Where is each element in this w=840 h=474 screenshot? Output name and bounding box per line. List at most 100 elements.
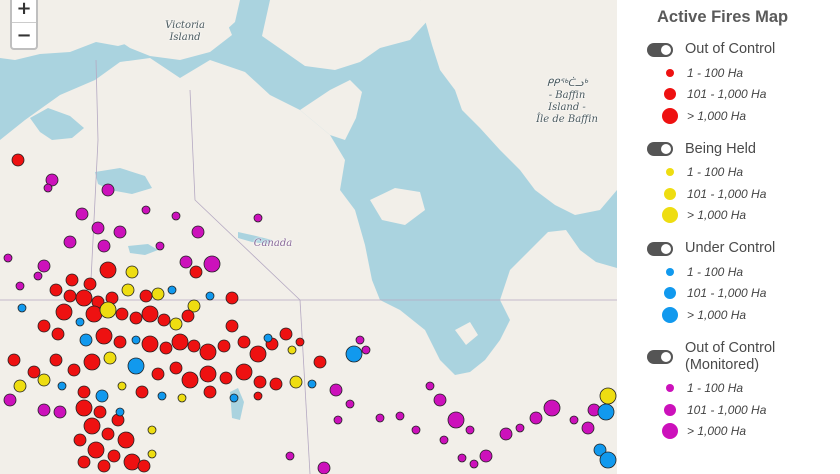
fire-marker[interactable] bbox=[249, 345, 267, 363]
fire-marker[interactable] bbox=[529, 411, 543, 425]
fire-marker[interactable] bbox=[179, 255, 193, 269]
fire-marker[interactable] bbox=[17, 303, 27, 313]
fire-marker[interactable] bbox=[285, 451, 295, 461]
fire-marker[interactable] bbox=[253, 213, 263, 223]
fire-marker[interactable] bbox=[289, 375, 303, 389]
fire-marker[interactable] bbox=[199, 365, 217, 383]
fire-marker[interactable] bbox=[7, 353, 21, 367]
fire-marker[interactable] bbox=[355, 335, 365, 345]
fire-marker[interactable] bbox=[157, 391, 167, 401]
fire-marker[interactable] bbox=[95, 327, 113, 345]
fire-marker[interactable] bbox=[75, 207, 89, 221]
fire-marker[interactable] bbox=[113, 335, 127, 349]
fire-marker[interactable] bbox=[279, 327, 293, 341]
fire-marker[interactable] bbox=[599, 387, 617, 405]
fire-marker[interactable] bbox=[345, 345, 363, 363]
fire-marker[interactable] bbox=[49, 283, 63, 297]
fire-marker[interactable] bbox=[141, 335, 159, 353]
fire-marker[interactable] bbox=[43, 183, 53, 193]
fire-marker[interactable] bbox=[307, 379, 317, 389]
fire-marker[interactable] bbox=[191, 225, 205, 239]
fire-marker[interactable] bbox=[37, 403, 51, 417]
fire-marker[interactable] bbox=[219, 371, 233, 385]
fire-marker[interactable] bbox=[203, 255, 221, 273]
fire-marker[interactable] bbox=[287, 345, 297, 355]
fire-marker[interactable] bbox=[63, 235, 77, 249]
fire-marker[interactable] bbox=[205, 291, 215, 301]
fire-marker[interactable] bbox=[75, 399, 93, 417]
zoom-in-button[interactable]: + bbox=[16, 0, 32, 20]
fire-marker[interactable] bbox=[37, 259, 51, 273]
fire-marker[interactable] bbox=[159, 341, 173, 355]
fire-marker[interactable] bbox=[543, 399, 561, 417]
fire-marker[interactable] bbox=[253, 391, 263, 401]
fire-marker[interactable] bbox=[225, 319, 239, 333]
fire-marker[interactable] bbox=[15, 281, 25, 291]
fire-marker[interactable] bbox=[101, 183, 115, 197]
fire-marker[interactable] bbox=[97, 239, 111, 253]
fire-marker[interactable] bbox=[101, 427, 115, 441]
fire-marker[interactable] bbox=[63, 289, 77, 303]
fire-marker[interactable] bbox=[65, 273, 79, 287]
fire-marker[interactable] bbox=[129, 311, 143, 325]
fire-marker[interactable] bbox=[237, 335, 251, 349]
fire-marker[interactable] bbox=[569, 415, 579, 425]
fire-marker[interactable] bbox=[75, 289, 93, 307]
fire-marker[interactable] bbox=[317, 461, 331, 474]
fire-marker[interactable] bbox=[79, 333, 93, 347]
fire-marker[interactable] bbox=[465, 425, 475, 435]
fire-marker[interactable] bbox=[345, 399, 355, 409]
fire-marker[interactable] bbox=[131, 335, 141, 345]
fire-marker[interactable] bbox=[479, 449, 493, 463]
fire-marker[interactable] bbox=[217, 339, 231, 353]
fire-marker[interactable] bbox=[67, 363, 81, 377]
fire-marker[interactable] bbox=[411, 425, 421, 435]
fire-marker[interactable] bbox=[599, 451, 617, 469]
fire-marker[interactable] bbox=[313, 355, 327, 369]
fire-marker[interactable] bbox=[99, 301, 117, 319]
fire-marker[interactable] bbox=[203, 385, 217, 399]
fire-marker[interactable] bbox=[117, 381, 127, 391]
fire-marker[interactable] bbox=[469, 459, 479, 469]
fire-marker[interactable] bbox=[187, 299, 201, 313]
fire-marker[interactable] bbox=[87, 441, 105, 459]
fire-marker[interactable] bbox=[425, 381, 435, 391]
fire-marker[interactable] bbox=[157, 313, 171, 327]
fire-marker[interactable] bbox=[171, 333, 189, 351]
fire-marker[interactable] bbox=[141, 205, 151, 215]
fire-marker[interactable] bbox=[137, 459, 151, 473]
fire-marker[interactable] bbox=[115, 307, 129, 321]
fire-marker[interactable] bbox=[229, 393, 239, 403]
fire-marker[interactable] bbox=[499, 427, 513, 441]
layer-toggle-switch[interactable] bbox=[647, 241, 673, 256]
fire-marker[interactable] bbox=[375, 413, 385, 423]
fire-marker[interactable] bbox=[37, 373, 51, 387]
fire-marker[interactable] bbox=[115, 407, 125, 417]
fire-marker[interactable] bbox=[447, 411, 465, 429]
fire-marker[interactable] bbox=[33, 271, 43, 281]
fire-marker[interactable] bbox=[139, 289, 153, 303]
fire-marker[interactable] bbox=[123, 453, 141, 471]
fire-marker[interactable] bbox=[181, 371, 199, 389]
fire-marker[interactable] bbox=[593, 443, 607, 457]
fire-marker[interactable] bbox=[77, 385, 91, 399]
fire-marker[interactable] bbox=[91, 221, 105, 235]
fire-marker[interactable] bbox=[3, 393, 17, 407]
fire-marker[interactable] bbox=[117, 431, 135, 449]
fire-marker[interactable] bbox=[147, 449, 157, 459]
fire-marker[interactable] bbox=[147, 425, 157, 435]
fire-marker[interactable] bbox=[125, 265, 139, 279]
fire-marker[interactable] bbox=[53, 405, 67, 419]
fire-marker[interactable] bbox=[83, 353, 101, 371]
fire-marker[interactable] bbox=[167, 285, 177, 295]
fire-marker[interactable] bbox=[515, 423, 525, 433]
fire-marker[interactable] bbox=[93, 405, 107, 419]
fire-marker[interactable] bbox=[177, 393, 187, 403]
fire-marker[interactable] bbox=[55, 303, 73, 321]
fire-marker[interactable] bbox=[99, 261, 117, 279]
fire-marker[interactable] bbox=[333, 415, 343, 425]
fire-marker[interactable] bbox=[189, 265, 203, 279]
fire-marker[interactable] bbox=[597, 403, 615, 421]
fire-marker[interactable] bbox=[263, 333, 273, 343]
fire-marker[interactable] bbox=[77, 455, 91, 469]
